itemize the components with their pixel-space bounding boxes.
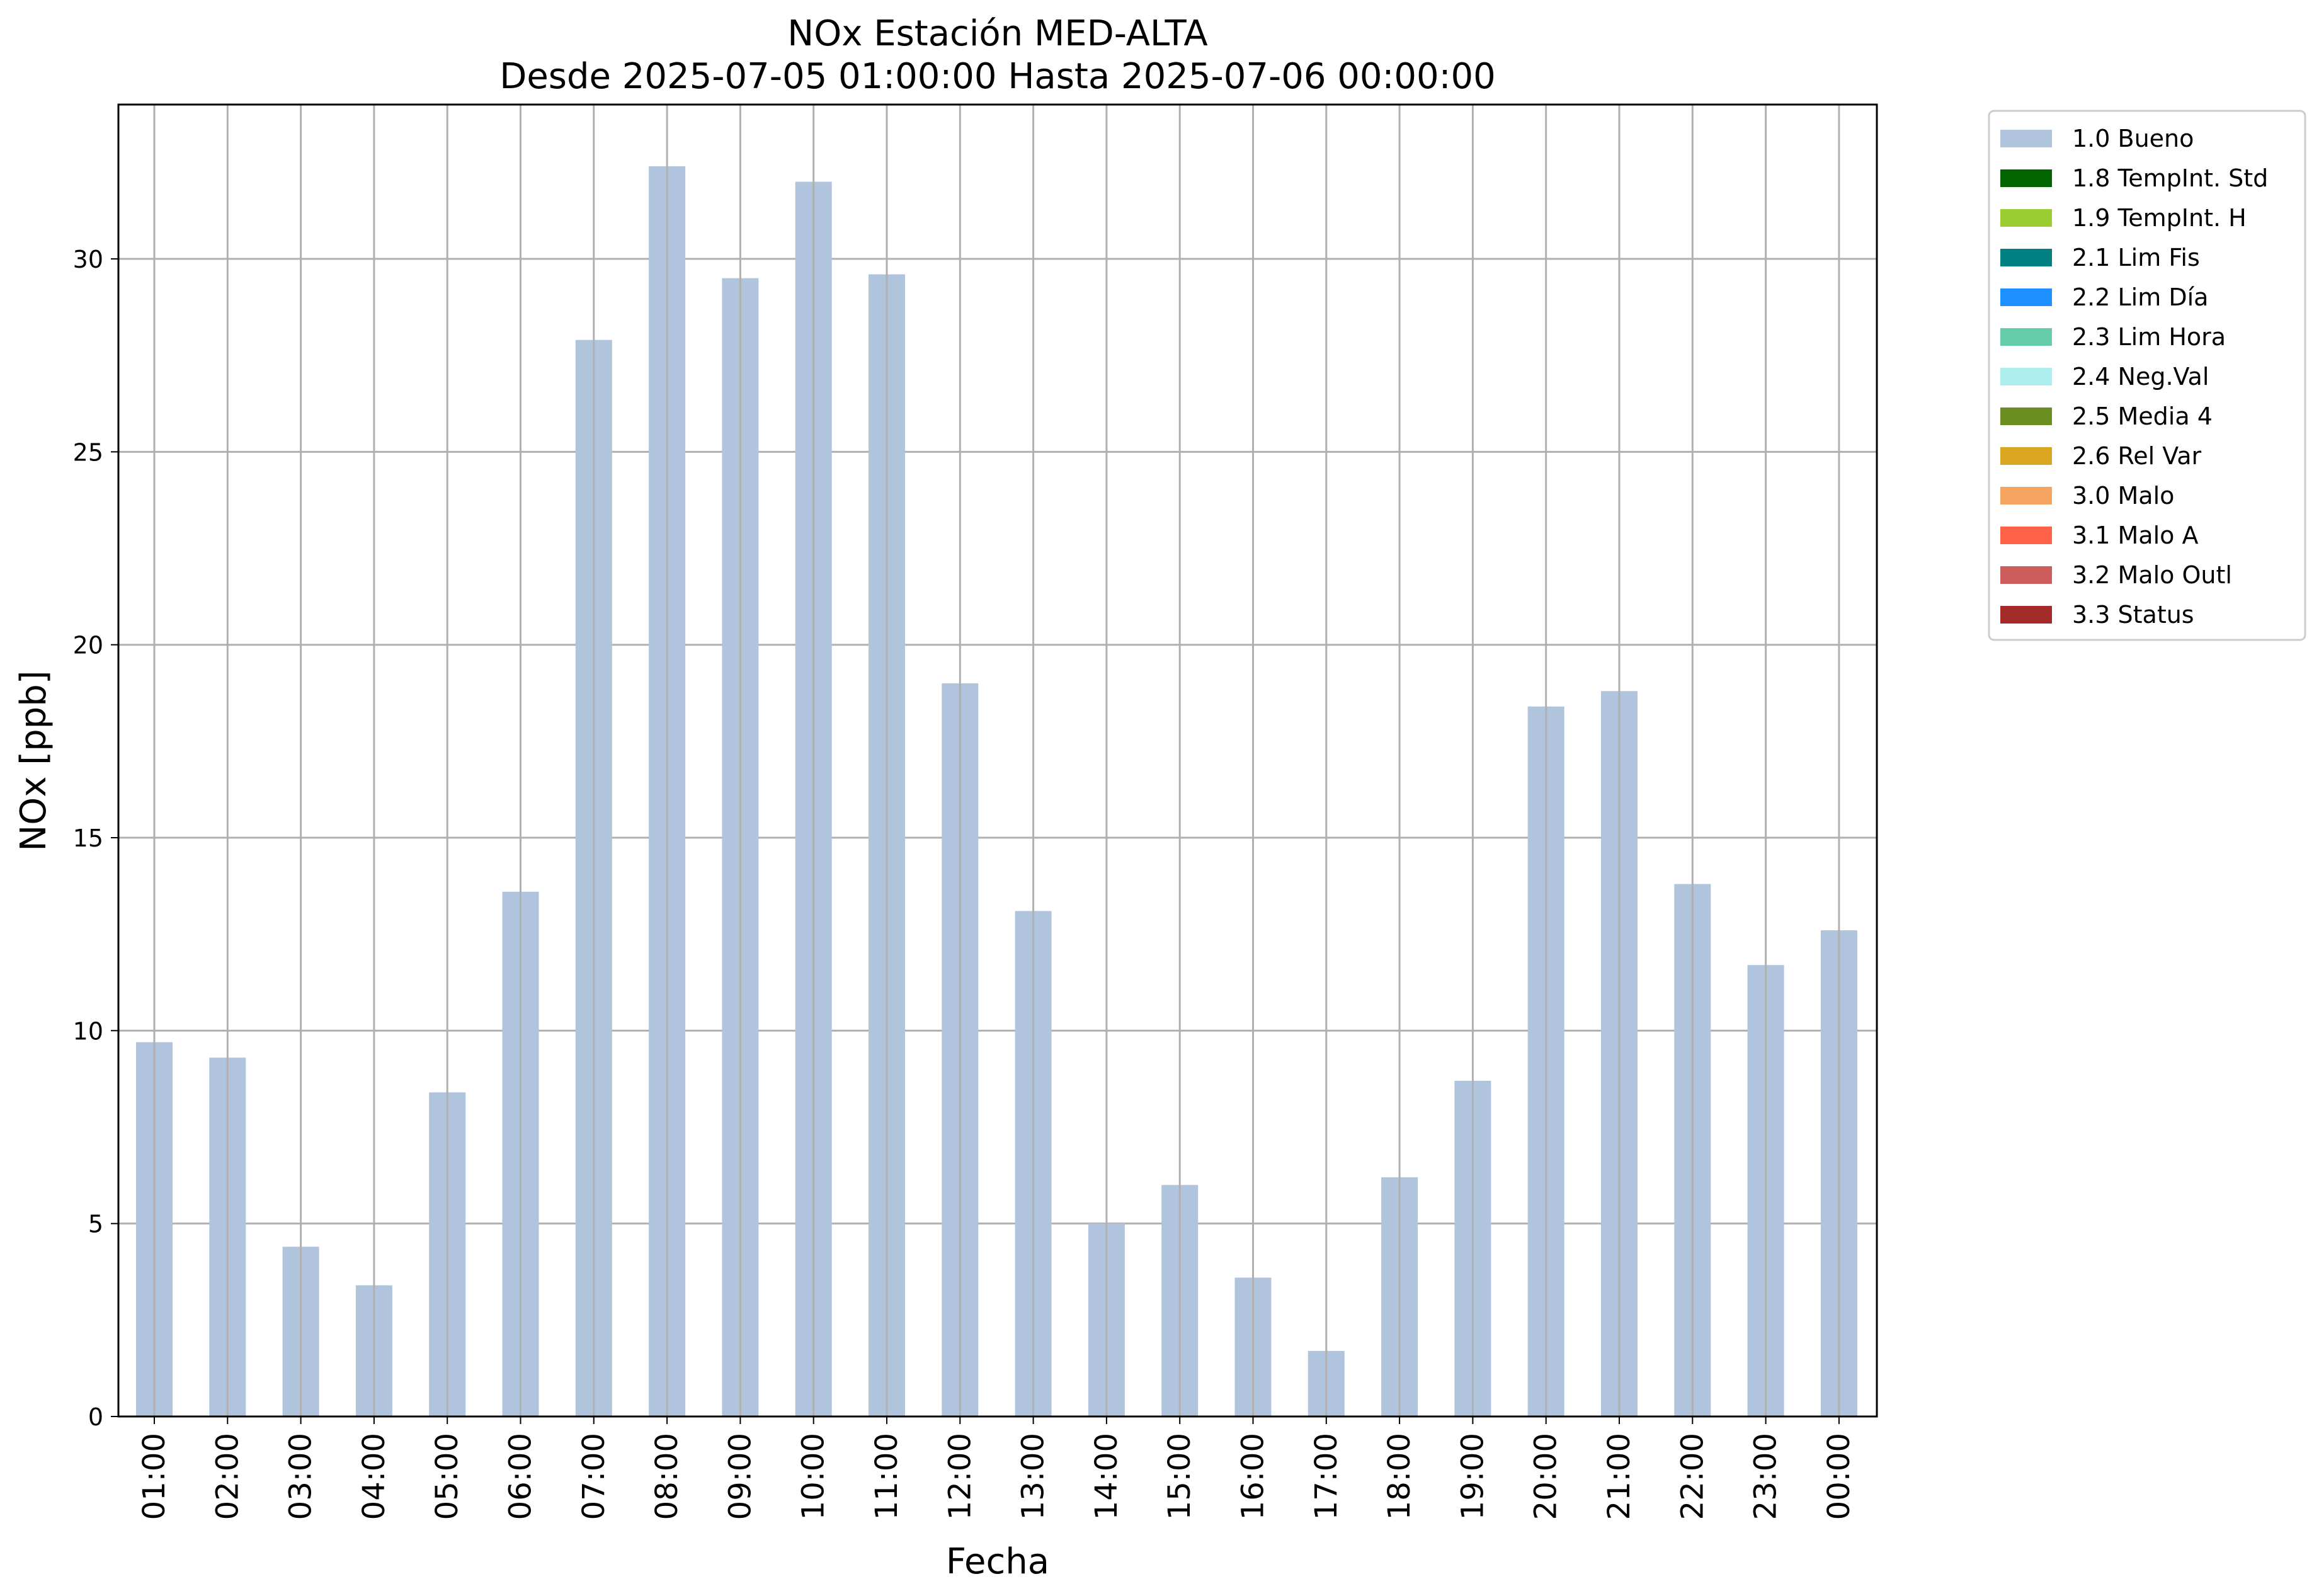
x-tick-label: 18:00: [1382, 1433, 1417, 1520]
y-tick-label: 10: [73, 1017, 103, 1045]
legend-label: 2.4 Neg.Val: [2072, 363, 2209, 390]
legend-label: 2.6 Rel Var: [2072, 442, 2202, 470]
legend-label: 1.0 Bueno: [2072, 125, 2194, 152]
legend-swatch: [2000, 368, 2052, 385]
legend-swatch: [2000, 130, 2052, 147]
legend-swatch: [2000, 169, 2052, 187]
legend-label: 3.0 Malo: [2072, 482, 2174, 510]
x-tick-label: 02:00: [210, 1433, 245, 1520]
x-tick-label: 17:00: [1309, 1433, 1344, 1520]
y-tick-label: 0: [88, 1403, 103, 1431]
x-tick-label: 08:00: [649, 1433, 685, 1520]
chart-subtitle: Desde 2025-07-05 01:00:00 Hasta 2025-07-…: [499, 56, 1496, 97]
legend-swatch: [2000, 527, 2052, 544]
legend-label: 2.3 Lim Hora: [2072, 323, 2226, 351]
x-axis-ticks: 01:00 02:00 03:00 04:00 05:00 06:00 07:00 08:00…: [137, 1416, 1857, 1520]
y-axis-label: NOx [ppb]: [13, 670, 54, 851]
legend-label: 1.8 TempInt. Std: [2072, 164, 2268, 192]
y-axis-ticks: 0 5 10 15 20 25 30: [73, 246, 118, 1431]
y-tick-label: 15: [73, 824, 103, 852]
x-tick-label: 13:00: [1016, 1433, 1051, 1520]
x-tick-label: 10:00: [796, 1433, 831, 1520]
x-tick-label: 21:00: [1602, 1433, 1637, 1520]
x-tick-label: 00:00: [1821, 1433, 1857, 1520]
x-tick-label: 04:00: [356, 1433, 392, 1520]
x-tick-label: 14:00: [1089, 1433, 1124, 1520]
legend-swatch: [2000, 487, 2052, 504]
grid-lines: [118, 258, 1877, 1418]
x-tick-label: 12:00: [942, 1433, 977, 1520]
legend-swatch: [2000, 566, 2052, 584]
legend-label: 3.1 Malo A: [2072, 522, 2198, 549]
legend-label: 3.3 Status: [2072, 601, 2194, 629]
legend-label: 2.5 Media 4: [2072, 402, 2213, 430]
legend-label: 2.2 Lim Día: [2072, 283, 2208, 311]
legend-swatch: [2000, 288, 2052, 306]
legend-swatch: [2000, 328, 2052, 346]
legend-swatch: [2000, 209, 2052, 227]
legend-label: 2.1 Lim Fis: [2072, 244, 2200, 271]
chart-title: NOx Estación MED-ALTA: [787, 13, 1207, 54]
x-axis-label: Fecha: [946, 1541, 1049, 1582]
x-tick-label: 22:00: [1675, 1433, 1710, 1520]
x-tick-label: 07:00: [576, 1433, 612, 1520]
legend-label: 3.2 Malo Outl: [2072, 561, 2232, 589]
x-tick-label: 20:00: [1529, 1433, 1564, 1520]
y-tick-label: 25: [73, 438, 103, 466]
x-tick-label: 06:00: [503, 1433, 538, 1520]
x-tick-label: 11:00: [869, 1433, 904, 1520]
y-tick-label: 20: [73, 632, 103, 659]
x-tick-label: 03:00: [283, 1433, 319, 1520]
y-tick-label: 5: [88, 1211, 103, 1238]
x-tick-label: 09:00: [722, 1433, 758, 1520]
x-tick-label: 23:00: [1748, 1433, 1784, 1520]
vertical-grid-lines: [153, 105, 1840, 1416]
legend-box: [1988, 110, 2306, 641]
y-tick-label: 30: [73, 246, 103, 273]
legend: 1.0 Bueno 1.8 TempInt. Std 1.9 TempInt. H 2…: [1988, 110, 2306, 641]
plot-frame: [117, 103, 1878, 1418]
legend-swatch: [2000, 447, 2052, 465]
legend-swatch: [2000, 249, 2052, 266]
x-tick-label: 19:00: [1455, 1433, 1490, 1520]
legend-swatch: [2000, 408, 2052, 425]
x-tick-label: 16:00: [1236, 1433, 1271, 1520]
x-tick-label: 15:00: [1162, 1433, 1197, 1520]
x-tick-label: 01:00: [137, 1433, 172, 1520]
legend-swatch: [2000, 606, 2052, 624]
legend-label: 1.9 TempInt. H: [2072, 204, 2247, 232]
x-tick-label: 05:00: [430, 1433, 465, 1520]
